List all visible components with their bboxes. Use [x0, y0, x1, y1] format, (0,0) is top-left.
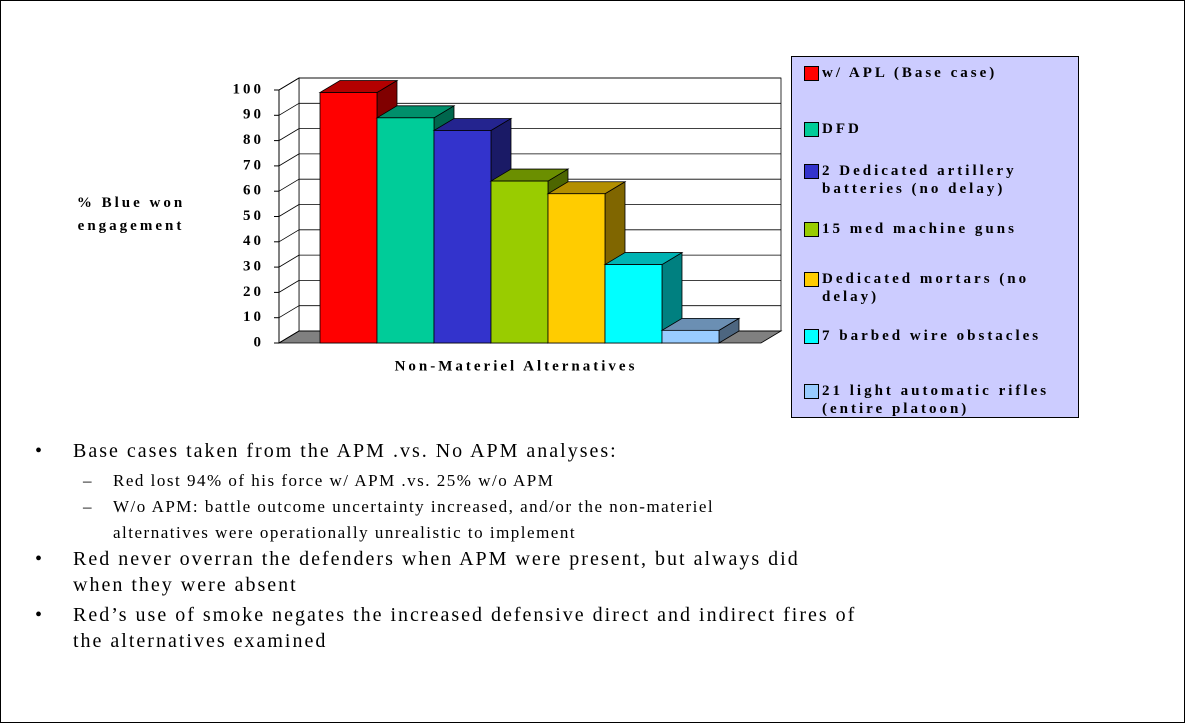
y-tick-label: 60	[243, 183, 264, 199]
legend-swatch	[804, 222, 819, 237]
bullet-line: the alternatives examined	[73, 630, 328, 652]
legend-swatch	[804, 122, 819, 137]
legend-swatch	[804, 164, 819, 179]
y-tick-label: 50	[243, 208, 264, 224]
bar	[376, 117, 435, 344]
legend-label: Dedicated mortars (no delay)	[822, 271, 1030, 305]
bullet: Red’s use of smoke negates the increased…	[35, 602, 1155, 654]
sub-bullet-line: alternatives were operationally unrealis…	[113, 523, 577, 542]
y-tick-label: 40	[243, 233, 264, 249]
y-tick-label: 30	[243, 259, 264, 275]
sub-bullet: W/o APM: battle outcome uncertainty incr…	[73, 494, 1155, 546]
legend-swatch	[804, 66, 819, 81]
legend-swatch	[804, 384, 819, 399]
legend-entry: DFD	[804, 120, 1074, 138]
chart: % Blue won engagement Non-Materiel Altern…	[77, 77, 783, 374]
grid-line	[278, 305, 300, 319]
bar	[319, 92, 378, 344]
grid-line	[278, 229, 300, 243]
bar	[433, 130, 492, 344]
bullet-line: Red’s use of smoke negates the increased…	[73, 604, 857, 626]
bullet-line: Red never overran the defenders when APM…	[73, 548, 800, 570]
legend: w/ APL (Base case) DFD 2 Dedicated artille…	[791, 56, 1079, 418]
legend-label: 21 light automatic rifles (entire platoo…	[822, 383, 1050, 417]
y-axis-label: % Blue won engagement	[77, 195, 185, 234]
legend-label: w/ APL (Base case)	[822, 65, 998, 81]
grid-line	[278, 178, 300, 192]
legend-entry: 15 med machine guns	[804, 220, 1074, 238]
grid-line	[278, 280, 300, 293]
grid-line	[278, 77, 300, 91]
bar	[604, 264, 663, 344]
sub-bullet-line: Red lost 94% of his force w/ APM .vs. 25…	[113, 471, 555, 490]
y-tick-label: 70	[243, 157, 264, 173]
sub-bullet-line: W/o APM: battle outcome uncertainty incr…	[113, 497, 715, 516]
legend-label: 7 barbed wire obstacles	[822, 328, 1042, 344]
legend-entry: 21 light automatic rifles (entire platoo…	[804, 382, 1074, 418]
bullet: Red never overran the defenders when APM…	[35, 546, 1155, 598]
y-tick-label: 0	[254, 334, 265, 350]
legend-entry: 2 Dedicated artillery batteries (no dela…	[804, 162, 1074, 198]
bar	[547, 193, 606, 344]
grid-line	[278, 128, 300, 141]
x-axis-label: Non-Materiel Alternatives	[395, 358, 638, 374]
y-tick-label: 20	[243, 284, 264, 300]
legend-swatch	[804, 329, 819, 344]
grid-line	[278, 254, 300, 268]
bullet-line: Base cases taken from the APM .vs. No AP…	[73, 440, 618, 462]
grid-line	[278, 204, 300, 217]
bullets: Base cases taken from the APM .vs. No AP…	[35, 438, 1155, 658]
legend-entry: 7 barbed wire obstacles	[804, 327, 1074, 345]
y-tick-label: 90	[243, 107, 264, 123]
legend-label: 15 med machine guns	[822, 221, 1017, 237]
grid-line	[278, 330, 300, 344]
y-tick-label: 80	[243, 132, 264, 148]
legend-entry: Dedicated mortars (no delay)	[804, 270, 1074, 306]
legend-swatch	[804, 272, 819, 287]
bullet: Base cases taken from the APM .vs. No AP…	[35, 438, 1155, 464]
bar	[490, 180, 549, 344]
legend-label: 2 Dedicated artillery batteries (no dela…	[822, 163, 1017, 197]
y-tick-label: 100	[233, 81, 265, 97]
legend-label: DFD	[822, 121, 862, 137]
grid-line	[278, 153, 300, 167]
grid-line	[278, 102, 300, 116]
y-tick-label: 10	[243, 309, 264, 325]
legend-entry: w/ APL (Base case)	[804, 64, 1074, 82]
bullet-line: when they were absent	[73, 574, 298, 596]
bar	[661, 329, 720, 344]
sub-bullet: Red lost 94% of his force w/ APM .vs. 25…	[73, 468, 1155, 494]
